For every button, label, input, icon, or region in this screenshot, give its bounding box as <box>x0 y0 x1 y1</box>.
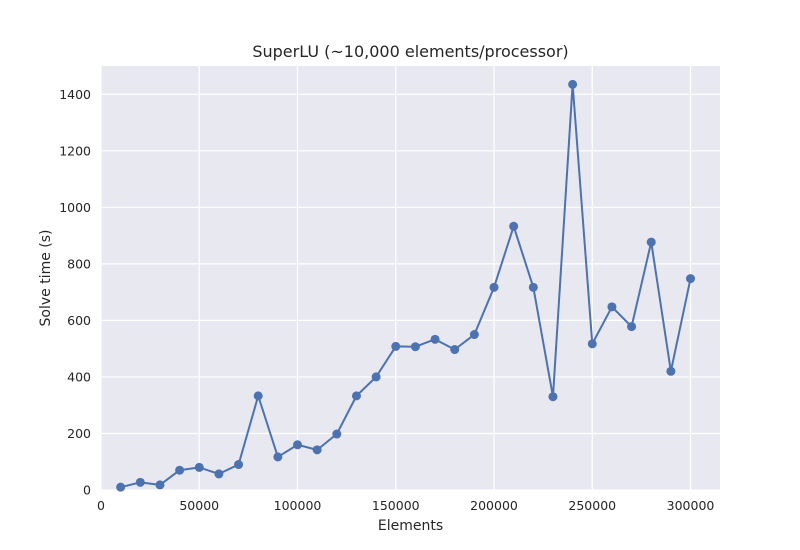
data-point <box>627 322 637 332</box>
x-axis-label: Elements <box>378 518 443 534</box>
tick-labels: 0 50000 100000 150000 200000 250000 300000 0 200… <box>59 87 714 513</box>
y-tick-label: 600 <box>67 313 91 328</box>
data-point <box>194 462 204 472</box>
x-tick-label: 100000 <box>274 498 322 513</box>
data-point <box>312 445 322 455</box>
x-tick-label: 200000 <box>470 498 518 513</box>
x-tick-label: 50000 <box>179 498 219 513</box>
y-tick-label: 1000 <box>59 200 91 215</box>
x-tick-label: 300000 <box>667 498 715 513</box>
data-point <box>686 274 696 284</box>
data-point <box>587 339 597 349</box>
data-point <box>528 282 538 292</box>
data-point <box>430 334 440 344</box>
data-point <box>135 477 145 487</box>
y-tick-label: 800 <box>67 256 91 271</box>
data-point <box>469 330 479 340</box>
chart-title: SuperLU (~10,000 elements/processor) <box>252 42 568 61</box>
plot-area <box>101 66 720 490</box>
grid-lines <box>100 66 720 491</box>
data-point <box>351 391 361 401</box>
data-point <box>332 429 342 439</box>
y-axis-label: Solve time (s) <box>38 230 54 327</box>
x-tick-label: 150000 <box>372 498 420 513</box>
data-point <box>116 482 126 492</box>
data-series <box>116 79 696 492</box>
x-tick-label: 0 <box>97 498 105 513</box>
data-point <box>155 480 165 490</box>
data-point <box>293 440 303 450</box>
data-point <box>273 452 283 462</box>
data-point <box>175 465 185 475</box>
y-tick-label: 1400 <box>59 87 91 102</box>
y-tick-label: 0 <box>83 483 91 498</box>
data-point <box>450 345 460 355</box>
data-point <box>391 341 401 351</box>
data-point <box>489 282 499 292</box>
data-point <box>509 221 519 231</box>
data-point <box>568 79 578 89</box>
y-tick-label: 200 <box>67 426 91 441</box>
data-point <box>607 302 617 312</box>
data-point <box>548 392 558 402</box>
data-point <box>646 237 656 247</box>
y-tick-label: 1200 <box>59 143 91 158</box>
data-point <box>253 391 263 401</box>
data-point <box>666 366 676 376</box>
y-tick-label: 400 <box>67 369 91 384</box>
data-point <box>234 460 244 470</box>
data-point <box>371 372 381 382</box>
x-tick-label: 250000 <box>568 498 616 513</box>
data-point <box>214 469 224 479</box>
data-point <box>410 342 420 352</box>
